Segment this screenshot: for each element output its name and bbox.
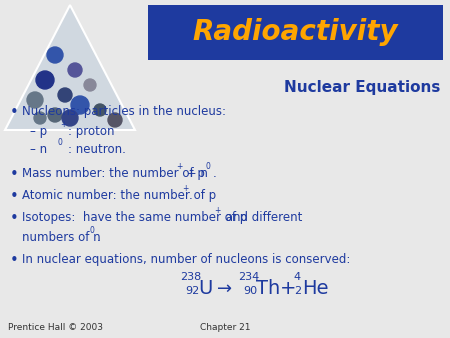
Text: $\rightarrow$: $\rightarrow$ bbox=[213, 279, 233, 297]
Text: He: He bbox=[302, 279, 328, 298]
Text: .: . bbox=[213, 167, 217, 180]
Circle shape bbox=[58, 88, 72, 102]
Text: •: • bbox=[10, 189, 19, 204]
Text: Mass number: the number of p: Mass number: the number of p bbox=[22, 167, 205, 180]
Text: and different: and different bbox=[222, 211, 302, 224]
Circle shape bbox=[84, 79, 96, 91]
Text: 2: 2 bbox=[294, 286, 301, 296]
Text: Nucleons: particles in the nucleus:: Nucleons: particles in the nucleus: bbox=[22, 105, 226, 118]
Text: +: + bbox=[176, 162, 182, 171]
Text: •: • bbox=[10, 253, 19, 268]
Text: 92: 92 bbox=[185, 286, 199, 296]
Text: + n: + n bbox=[183, 167, 208, 180]
Text: Nuclear Equations: Nuclear Equations bbox=[284, 80, 440, 95]
Text: +: + bbox=[60, 120, 67, 129]
Text: Atomic number: the number of p: Atomic number: the number of p bbox=[22, 189, 216, 202]
Text: +: + bbox=[280, 279, 297, 298]
Text: U: U bbox=[198, 279, 212, 298]
Text: .: . bbox=[189, 189, 193, 202]
Text: 0: 0 bbox=[57, 138, 62, 147]
Circle shape bbox=[68, 63, 82, 77]
Text: Chapter 21: Chapter 21 bbox=[200, 323, 250, 332]
Circle shape bbox=[48, 108, 62, 122]
Text: Prentice Hall © 2003: Prentice Hall © 2003 bbox=[8, 323, 103, 332]
Text: 0: 0 bbox=[90, 226, 95, 235]
Text: 90: 90 bbox=[243, 286, 257, 296]
Text: – p: – p bbox=[30, 125, 47, 138]
Circle shape bbox=[62, 110, 78, 126]
Text: 238: 238 bbox=[180, 272, 201, 282]
Text: In nuclear equations, number of nucleons is conserved:: In nuclear equations, number of nucleons… bbox=[22, 253, 351, 266]
Text: Isotopes:  have the same number of p: Isotopes: have the same number of p bbox=[22, 211, 247, 224]
Circle shape bbox=[108, 113, 122, 127]
Polygon shape bbox=[5, 5, 135, 130]
Circle shape bbox=[36, 71, 54, 89]
Text: 234: 234 bbox=[238, 272, 259, 282]
Circle shape bbox=[27, 92, 43, 108]
Text: 4: 4 bbox=[293, 272, 300, 282]
Circle shape bbox=[71, 96, 89, 114]
Text: •: • bbox=[10, 167, 19, 182]
Text: •: • bbox=[10, 105, 19, 120]
Text: 0: 0 bbox=[205, 162, 210, 171]
Circle shape bbox=[94, 104, 106, 116]
Text: +: + bbox=[214, 206, 220, 215]
Text: .: . bbox=[97, 231, 101, 244]
Text: – n: – n bbox=[30, 143, 47, 156]
Text: : proton: : proton bbox=[68, 125, 114, 138]
Text: •: • bbox=[10, 211, 19, 226]
Circle shape bbox=[47, 47, 63, 63]
Text: Radioactivity: Radioactivity bbox=[193, 19, 398, 47]
Text: : neutron.: : neutron. bbox=[68, 143, 126, 156]
Text: Th: Th bbox=[256, 279, 280, 298]
FancyBboxPatch shape bbox=[148, 5, 443, 60]
Circle shape bbox=[34, 112, 46, 124]
Text: +: + bbox=[182, 184, 189, 193]
Text: numbers of n: numbers of n bbox=[22, 231, 101, 244]
